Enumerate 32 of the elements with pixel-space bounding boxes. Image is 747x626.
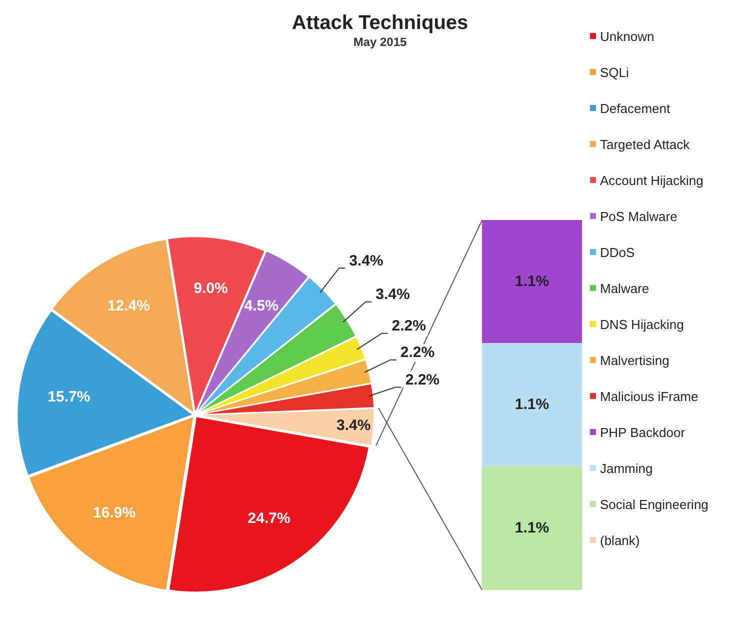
data-label: 15.7%	[48, 388, 90, 406]
legend-label: PoS Malware	[600, 208, 678, 224]
data-label: 2.2%	[405, 371, 440, 388]
chart-subtitle: May 2015	[352, 35, 408, 49]
data-label: 1.1%	[514, 396, 550, 414]
legend-label: Unknown	[600, 28, 654, 44]
data-label: 12.4%	[107, 297, 150, 314]
data-label: 9.0%	[194, 280, 228, 297]
legend-label: Jamming	[600, 460, 653, 476]
legend-label: Malicious iFrame	[600, 388, 698, 404]
data-label: 3.4%	[349, 252, 384, 270]
legend-label: DDoS	[600, 244, 635, 260]
data-label: 1.1%	[514, 272, 550, 290]
data-label: 16.9%	[93, 504, 136, 522]
chart-title: Attack Techniques	[290, 12, 470, 35]
data-label: 4.5%	[244, 297, 278, 314]
data-label: 1.1%	[514, 519, 550, 536]
data-label: 3.4%	[336, 416, 371, 434]
legend-label: DNS Hijacking	[600, 316, 684, 332]
legend-label: Defacement	[600, 100, 670, 116]
legend-label: Account Hijacking	[600, 172, 704, 188]
legend-label: Targeted Attack	[600, 136, 690, 152]
legend-label: Social Engineering	[600, 496, 708, 512]
data-label: 24.7%	[248, 510, 290, 527]
legend-label: Malware	[600, 280, 650, 296]
data-label: 2.2%	[400, 344, 435, 361]
legend-label: (blank)	[600, 532, 640, 548]
data-label: 3.4%	[376, 286, 410, 304]
legend-label: SQLi	[600, 64, 629, 80]
legend-label: PHP Backdoor	[600, 424, 686, 440]
legend-label: Malvertising	[600, 352, 670, 368]
data-label: 2.2%	[392, 318, 426, 335]
